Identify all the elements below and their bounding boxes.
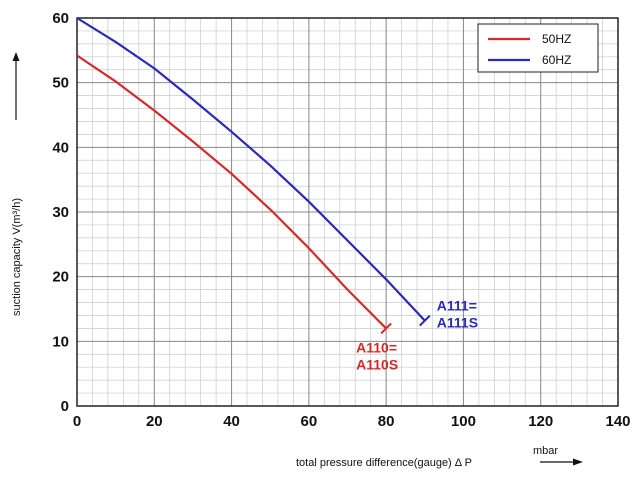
series-line-60hz (76, 17, 426, 322)
series-layer: A110=A110S A111=A111S (76, 17, 478, 372)
x-tick-label: 120 (528, 413, 553, 430)
x-axis-arrow-head (573, 458, 583, 466)
y-tick-label: 0 (61, 398, 69, 415)
y-tick-label: 20 (52, 269, 69, 286)
x-tick-label: 60 (301, 413, 318, 430)
x-tick-label: 140 (605, 413, 630, 430)
legend-box (477, 23, 599, 73)
y-tick-label: 10 (52, 333, 69, 350)
y-axis-arrow-head (12, 52, 20, 61)
x-axis-label: total pressure difference(gauge) Δ P (296, 457, 472, 469)
plot-frame (76, 17, 619, 407)
major-grid (76, 17, 619, 407)
x-tick-label: 100 (451, 413, 476, 430)
series-end-label: A110S (356, 356, 398, 372)
y-axis-label: suction capacity V(m³/h) (11, 198, 23, 316)
axis-ticks: 0 20 40 60 80 100 120 140 0 10 20 30 40 50 60 (52, 10, 630, 430)
legend-label: 50HZ (542, 32, 571, 46)
y-tick-label: 50 (52, 75, 69, 92)
y-tick-label: 40 (52, 139, 69, 156)
x-tick-label: 80 (378, 413, 395, 430)
series-end-marker (380, 322, 392, 335)
series-line-50hz (76, 54, 387, 330)
legend: 50HZ 60HZ (477, 23, 599, 73)
x-axis-arrow-icon (540, 458, 583, 466)
series-end-label: A110= (356, 339, 397, 355)
legend-label: 60HZ (542, 53, 571, 67)
x-axis-unit: mbar (533, 445, 558, 457)
y-tick-label: 30 (52, 204, 69, 221)
x-tick-label: 0 (73, 413, 81, 430)
series-end-label: A111= (437, 298, 477, 314)
series-end-marker (419, 314, 431, 327)
x-tick-label: 20 (146, 413, 163, 430)
x-tick-label: 40 (223, 413, 240, 430)
y-axis-arrow-icon (12, 52, 20, 120)
y-tick-label: 60 (52, 10, 69, 27)
series-end-label: A111S (437, 315, 478, 331)
